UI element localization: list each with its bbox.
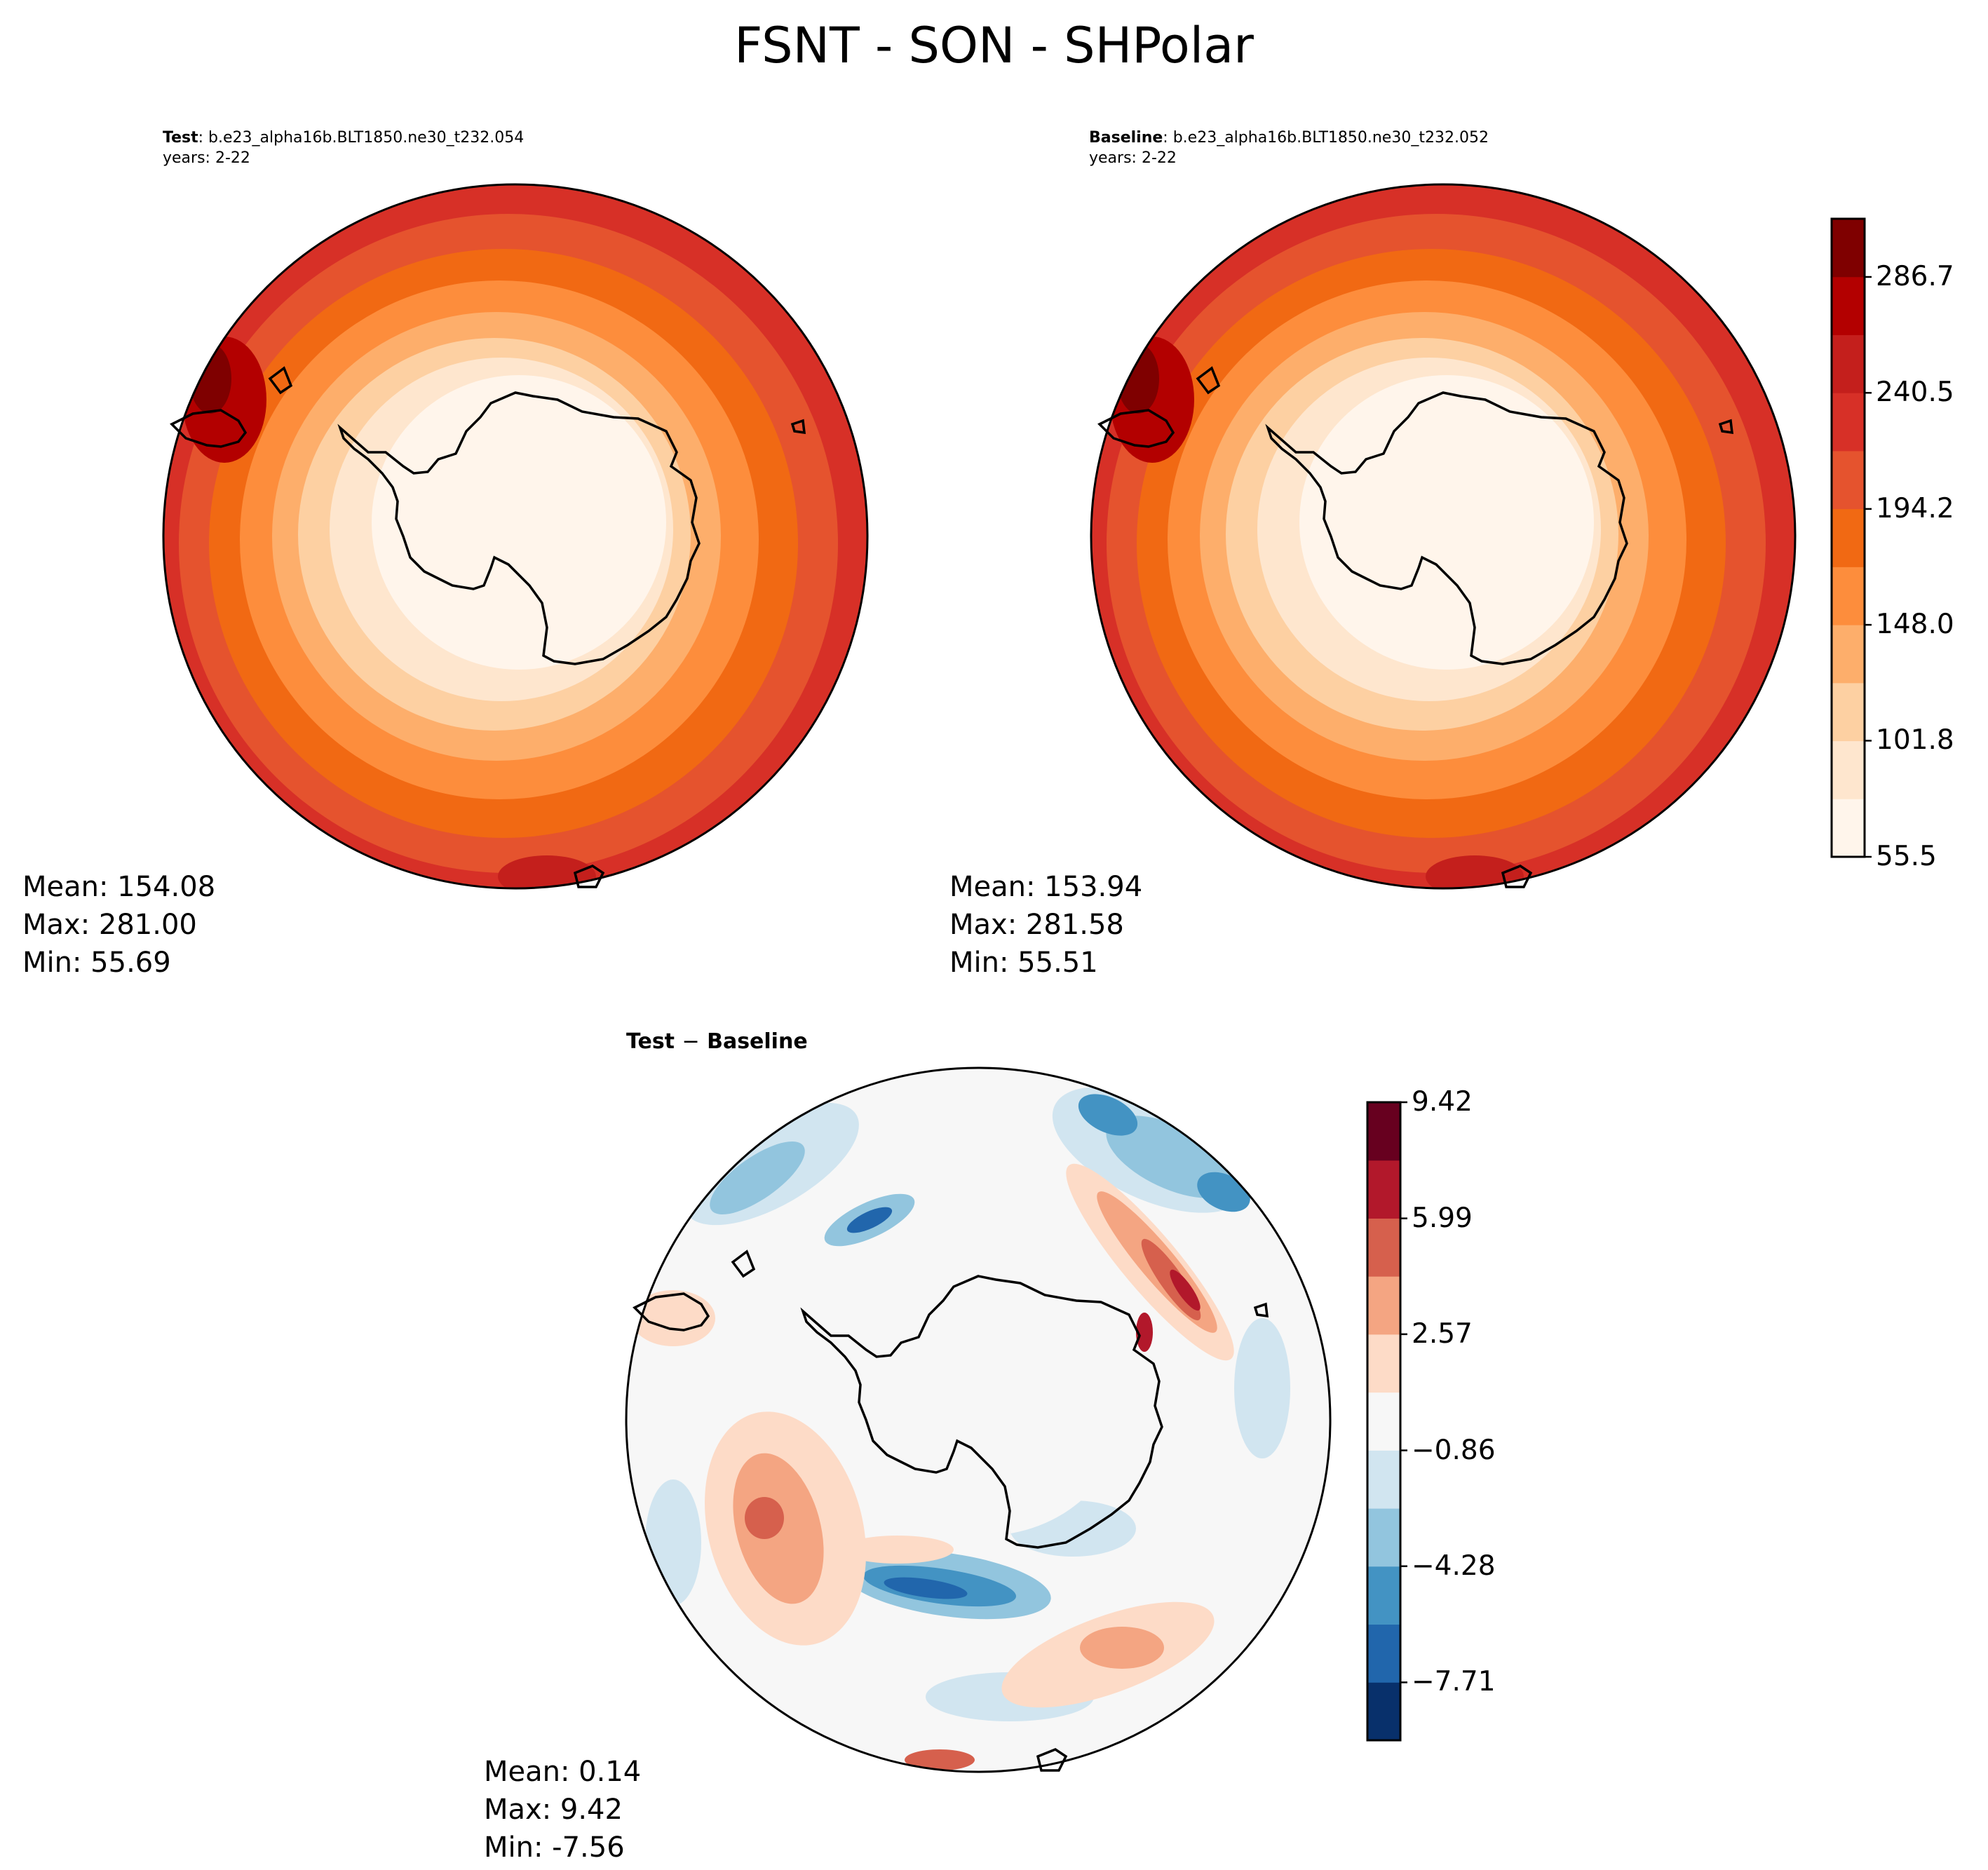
diff-patch xyxy=(1234,1318,1290,1458)
diff-colorbar-tick-label: 2.57 xyxy=(1412,1317,1473,1350)
test-years: years: 2-22 xyxy=(163,149,250,167)
diff-patch xyxy=(884,1577,968,1599)
diff-title-test: Test xyxy=(626,1029,675,1054)
diff-colorbar-swatch xyxy=(1367,1276,1400,1335)
test-bottom-patch xyxy=(498,855,596,888)
diff-patch xyxy=(1078,1094,1138,1136)
baseline-map-fill xyxy=(1091,184,1795,888)
baseline-map-border xyxy=(1090,183,1797,890)
test-max: Max: 281.00 xyxy=(22,909,197,941)
diff-colorbar-tick-label: 5.99 xyxy=(1412,1202,1473,1234)
diff-title-baseline: Baseline xyxy=(707,1029,808,1054)
diff-patch xyxy=(631,1290,715,1346)
diff-patch xyxy=(1080,1627,1164,1669)
diff-patch xyxy=(846,1207,893,1233)
baseline-colorbar-swatch xyxy=(1832,740,1865,799)
diff-stats: Mean: 0.14 Max: 9.42 Min: -7.56 xyxy=(484,1753,641,1866)
diff-patch xyxy=(1136,1313,1153,1352)
baseline-colorbar-swatch xyxy=(1832,625,1865,684)
diff-colorbar-swatch xyxy=(1367,1624,1400,1683)
diff-map-fill xyxy=(626,1068,1330,1772)
diff-colorbar-border xyxy=(1366,1101,1402,1742)
diff-mean: Mean: 0.14 xyxy=(484,1756,642,1788)
baseline-colorbar-tick-label: 286.7 xyxy=(1876,260,1954,292)
test-stats: Mean: 154.08 Max: 281.00 Min: 55.69 xyxy=(22,868,215,982)
baseline-max: Max: 281.58 xyxy=(949,909,1124,941)
diff-colorbar-tick-label: −7.71 xyxy=(1412,1666,1496,1698)
diff-min: Min: -7.56 xyxy=(484,1831,625,1864)
baseline-colorbar-tick-label: 55.5 xyxy=(1876,841,1937,872)
diff-antarctica-neutral xyxy=(845,1276,1125,1536)
diff-patch xyxy=(710,1141,805,1215)
baseline-years: years: 2-22 xyxy=(1089,149,1177,167)
test-label-bold: Test xyxy=(163,129,198,147)
baseline-label-bold: Baseline xyxy=(1089,129,1163,147)
diff-map xyxy=(625,1066,1332,1773)
baseline-min: Min: 55.51 xyxy=(949,947,1098,979)
figure-title: FSNT - SON - SHPolar xyxy=(734,17,1254,74)
diff-colorbar-tick-label: −0.86 xyxy=(1412,1434,1496,1466)
diff-panel-title: Test − Baseline xyxy=(626,1029,808,1054)
test-map-border xyxy=(162,183,869,890)
diff-colorbar xyxy=(1366,1101,1407,1742)
diff-patch xyxy=(645,1479,701,1606)
diff-max: Max: 9.42 xyxy=(484,1794,623,1826)
diff-patch xyxy=(905,1749,975,1770)
baseline-mean: Mean: 153.94 xyxy=(949,871,1143,903)
diff-colorbar-swatch xyxy=(1367,1102,1400,1161)
diff-colorbar-swatch xyxy=(1367,1508,1400,1567)
baseline-panel-header: Baseline: b.e23_alpha16b.BLT1850.ne30_t2… xyxy=(1089,128,1489,149)
diff-colorbar-swatch xyxy=(1367,1334,1400,1393)
baseline-colorbar xyxy=(1830,217,1872,858)
test-hottest-patch xyxy=(189,344,231,414)
baseline-colorbar-swatch xyxy=(1832,508,1865,567)
diff-colorbar-tick-label: −4.28 xyxy=(1412,1550,1496,1582)
baseline-bottom-patch xyxy=(1426,855,1524,888)
baseline-hottest-patch xyxy=(1117,344,1159,414)
diff-colorbar-swatch xyxy=(1367,1450,1400,1509)
baseline-colorbar-tick-label: 194.2 xyxy=(1876,492,1954,524)
baseline-colorbar-swatch xyxy=(1832,276,1865,335)
diff-colorbar-swatch xyxy=(1367,1218,1400,1277)
baseline-colorbar-tick-label: 148.0 xyxy=(1876,609,1954,641)
test-min: Min: 55.69 xyxy=(22,947,171,979)
baseline-ring-7 xyxy=(1299,375,1594,670)
test-mean: Mean: 154.08 xyxy=(22,871,216,903)
baseline-map xyxy=(1090,183,1797,890)
baseline-colorbar-tick-label: 101.8 xyxy=(1876,724,1954,757)
diff-colorbar-swatch xyxy=(1367,1160,1400,1219)
diff-patch xyxy=(745,1497,784,1539)
baseline-colorbar-border xyxy=(1830,217,1866,858)
test-label-case: : b.e23_alpha16b.BLT1850.ne30_t232.054 xyxy=(198,129,525,147)
baseline-colorbar-swatch xyxy=(1832,567,1865,625)
baseline-colorbar-swatch xyxy=(1832,219,1865,278)
diff-colorbar-swatch xyxy=(1367,1566,1400,1625)
baseline-colorbar-tick-label: 240.5 xyxy=(1876,377,1954,409)
diff-map-border xyxy=(625,1066,1332,1773)
baseline-colorbar-swatch xyxy=(1832,450,1865,510)
diff-patch xyxy=(841,1536,954,1564)
test-panel-header: Test: b.e23_alpha16b.BLT1850.ne30_t232.0… xyxy=(163,128,524,149)
test-map xyxy=(162,183,869,890)
baseline-label-case: : b.e23_alpha16b.BLT1850.ne30_t232.052 xyxy=(1163,129,1489,147)
diff-colorbar-swatch xyxy=(1367,1392,1400,1451)
diff-colorbar-tick-label: 9.42 xyxy=(1412,1086,1473,1118)
diff-patch xyxy=(1170,1269,1201,1311)
baseline-colorbar-swatch xyxy=(1832,334,1865,393)
test-map-fill xyxy=(163,184,867,888)
diff-colorbar-swatch xyxy=(1367,1682,1400,1741)
diff-title-minus: − xyxy=(682,1029,700,1054)
baseline-colorbar-swatch xyxy=(1832,393,1865,452)
test-ring-7 xyxy=(372,375,666,670)
baseline-stats: Mean: 153.94 Max: 281.58 Min: 55.51 xyxy=(949,868,1142,982)
baseline-colorbar-swatch xyxy=(1832,682,1865,742)
baseline-colorbar-swatch xyxy=(1832,799,1865,858)
